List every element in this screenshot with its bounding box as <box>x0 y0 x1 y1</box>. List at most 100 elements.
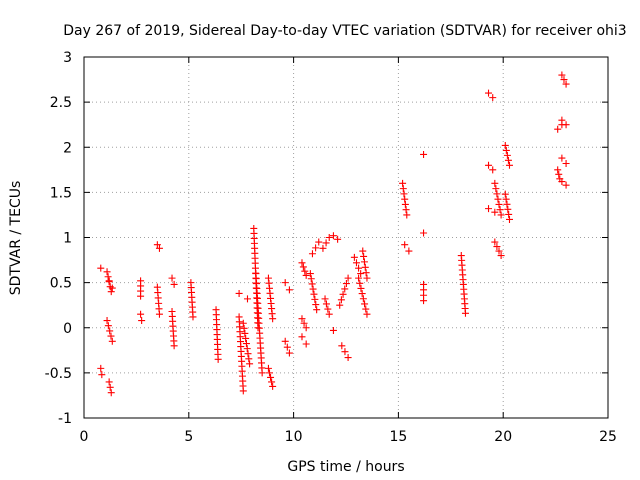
data-point <box>362 269 370 277</box>
data-point <box>104 322 112 330</box>
data-point <box>258 369 266 377</box>
data-point <box>309 285 317 293</box>
data-point <box>306 270 314 278</box>
data-point <box>489 166 497 174</box>
data-point <box>362 305 370 313</box>
data-point <box>329 326 337 334</box>
data-point <box>562 80 570 88</box>
y-tick-label: 1 <box>63 231 72 247</box>
data-point <box>420 297 428 305</box>
data-point <box>558 116 566 124</box>
data-point <box>322 300 330 308</box>
data-point <box>497 211 505 219</box>
data-point <box>311 295 319 303</box>
data-point <box>402 206 410 214</box>
data-point <box>501 141 509 149</box>
data-point <box>502 195 510 203</box>
data-point <box>334 235 342 243</box>
data-point <box>420 229 428 237</box>
data-point <box>403 211 411 219</box>
data-point <box>107 389 115 397</box>
data-point <box>319 244 327 252</box>
data-point <box>344 274 352 282</box>
data-point <box>352 259 360 267</box>
y-tick-label: 0.5 <box>50 276 72 292</box>
data-point <box>312 244 320 252</box>
data-point <box>242 340 250 348</box>
data-point <box>97 264 105 272</box>
data-point <box>301 267 309 275</box>
data-point <box>240 324 248 332</box>
data-point <box>265 369 273 377</box>
data-point <box>308 250 316 258</box>
data-point <box>558 71 566 79</box>
y-tick-label: 2.5 <box>50 95 72 111</box>
data-point <box>489 94 497 102</box>
data-point <box>562 121 570 129</box>
data-point <box>399 179 407 187</box>
data-point <box>298 259 306 267</box>
data-point <box>485 205 493 213</box>
y-tick-label: -0.5 <box>45 366 72 382</box>
data-point <box>302 324 310 332</box>
data-point <box>558 154 566 162</box>
data-point <box>329 232 337 240</box>
data-point <box>313 306 321 314</box>
data-point <box>285 286 293 294</box>
data-point <box>239 319 247 327</box>
data-point <box>359 295 367 303</box>
data-point <box>108 337 116 345</box>
x-tick-label: 5 <box>184 429 193 445</box>
grid <box>84 57 608 418</box>
data-point <box>302 271 310 279</box>
data-point <box>106 383 114 391</box>
data-point <box>399 185 407 193</box>
x-axis-label: GPS time / hours <box>287 459 404 475</box>
data-point <box>493 243 501 251</box>
data-point <box>312 301 320 309</box>
data-point <box>269 315 277 323</box>
data-point <box>503 200 511 208</box>
data-point <box>108 284 116 292</box>
data-point <box>357 284 365 292</box>
data-point <box>497 252 505 260</box>
data-point <box>504 156 512 164</box>
data-point <box>361 263 369 271</box>
data-point <box>562 159 570 167</box>
data-point <box>138 317 146 325</box>
data-point <box>98 371 106 379</box>
data-point <box>235 289 243 297</box>
y-tick-label: 3 <box>63 50 72 66</box>
data-point <box>504 205 512 213</box>
data-point <box>401 241 409 249</box>
data-point <box>137 292 145 300</box>
data-point <box>363 310 371 318</box>
data-point <box>491 179 499 187</box>
data-point <box>299 263 307 271</box>
data-point <box>107 332 115 340</box>
data-point <box>356 279 364 287</box>
data-point <box>189 313 197 321</box>
x-axis: 0 5 10 15 20 25 <box>80 57 617 445</box>
data-point <box>505 210 513 218</box>
data-point <box>302 340 310 348</box>
data-point <box>243 295 251 303</box>
data-point <box>155 244 163 252</box>
data-point <box>103 268 111 276</box>
data-point <box>269 382 277 390</box>
data-point <box>97 364 105 372</box>
data-point <box>153 241 161 249</box>
data-point <box>337 296 345 304</box>
data-point <box>496 206 504 214</box>
data-point <box>485 89 493 97</box>
y-tick-label: 1.5 <box>50 185 72 201</box>
data-point <box>503 151 511 159</box>
data-point <box>310 290 318 298</box>
data-point <box>341 285 349 293</box>
data-point <box>105 378 113 386</box>
data-point <box>341 348 349 356</box>
chart-title: Day 267 of 2019, Sidereal Day-to-day VTE… <box>63 23 626 39</box>
data-point <box>244 350 252 358</box>
x-tick-label: 15 <box>389 429 407 445</box>
data-point <box>401 200 409 208</box>
